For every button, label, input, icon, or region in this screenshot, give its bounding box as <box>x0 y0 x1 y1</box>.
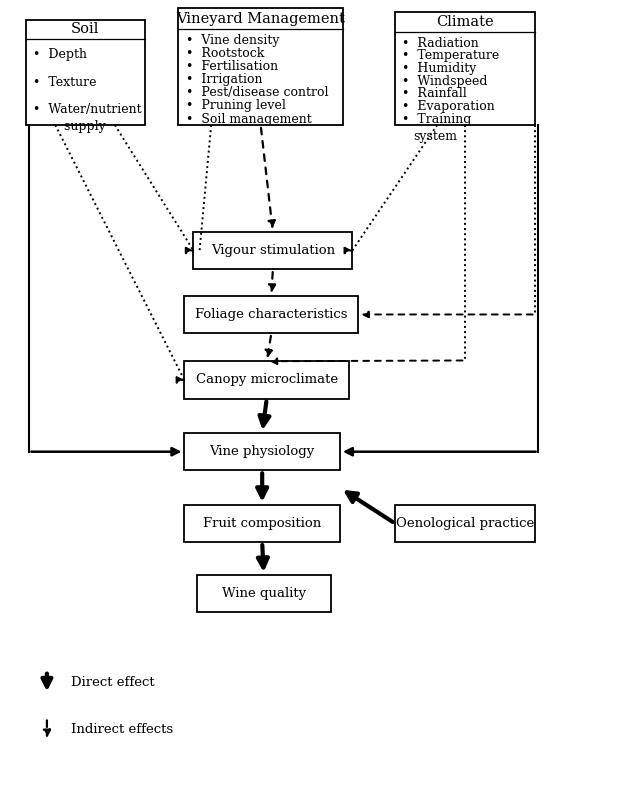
Text: Soil: Soil <box>71 22 99 36</box>
Text: •  Humidity: • Humidity <box>402 62 477 75</box>
Bar <box>25 20 145 125</box>
Text: •  Training: • Training <box>402 113 472 126</box>
Text: •  Rainfall: • Rainfall <box>402 87 467 101</box>
Text: Foliage characteristics: Foliage characteristics <box>195 308 348 321</box>
Text: Indirect effects: Indirect effects <box>71 723 173 736</box>
Text: Vigour stimulation: Vigour stimulation <box>211 244 335 257</box>
Text: •  Texture: • Texture <box>33 76 97 89</box>
Text: •  Windspeed: • Windspeed <box>402 75 488 87</box>
Text: Wine quality: Wine quality <box>222 587 306 600</box>
Text: •  Rootstock: • Rootstock <box>186 46 264 60</box>
Text: •  Water/nutrient: • Water/nutrient <box>33 103 142 117</box>
Text: Vine physiology: Vine physiology <box>210 445 315 458</box>
Text: •  Fertilisation: • Fertilisation <box>186 60 278 73</box>
Text: Oenological practice: Oenological practice <box>396 517 534 530</box>
Text: Vineyard Management: Vineyard Management <box>176 12 345 25</box>
Bar <box>184 361 349 399</box>
Text: Canopy microclimate: Canopy microclimate <box>196 374 338 386</box>
Bar <box>395 12 535 125</box>
Bar <box>184 296 358 333</box>
Text: •  Temperature: • Temperature <box>402 50 500 62</box>
Text: Fruit composition: Fruit composition <box>203 517 321 530</box>
Text: •  Pest/disease control: • Pest/disease control <box>186 87 328 99</box>
Text: Direct effect: Direct effect <box>71 676 155 689</box>
Text: •  Depth: • Depth <box>33 48 87 61</box>
Text: •  Irrigation: • Irrigation <box>186 73 262 86</box>
Text: supply: supply <box>44 121 106 133</box>
Text: system: system <box>413 130 457 143</box>
Text: •  Soil management: • Soil management <box>186 113 311 125</box>
Bar <box>395 504 535 542</box>
Text: •  Vine density: • Vine density <box>186 34 279 46</box>
Bar <box>194 232 352 269</box>
Text: •  Radiation: • Radiation <box>402 37 479 50</box>
Text: •  Pruning level: • Pruning level <box>186 99 285 113</box>
Bar <box>196 575 331 612</box>
Bar <box>178 8 343 125</box>
Bar <box>184 504 340 542</box>
Text: •  Evaporation: • Evaporation <box>402 100 495 113</box>
Bar <box>184 433 340 470</box>
Text: Climate: Climate <box>436 15 494 29</box>
